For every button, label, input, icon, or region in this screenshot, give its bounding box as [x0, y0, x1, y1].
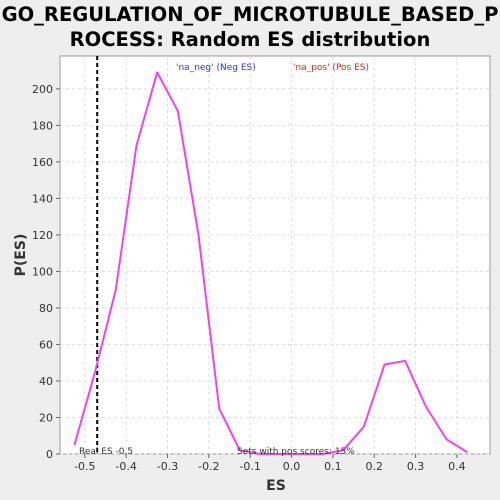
grid-lines: [60, 56, 490, 455]
x-tick-label: -0.3: [157, 460, 178, 473]
x-tick-label: -0.1: [239, 460, 260, 473]
x-axis-ticks: -0.5 -0.4 -0.3 -0.2 -0.1 0.0 0.1 0.2 0.3 0.4: [74, 454, 466, 473]
y-tick-label: 80: [39, 302, 53, 315]
es-distribution-line: [73, 71, 468, 455]
x-tick-label: 0.1: [324, 460, 342, 473]
y-tick-label: 0: [46, 448, 53, 461]
x-tick-label: -0.2: [198, 460, 219, 473]
plot-area: [59, 55, 491, 455]
chart-title-line-2: ROCESS: Random ES distribution: [69, 28, 431, 51]
y-axis-label: P(ES): [13, 234, 29, 277]
chart-title: GO_REGULATION_OF_MICROTUBULE_BASED_P ROC…: [0, 2, 500, 52]
y-axis-ticks: 0 20 40 60 80 100 120 140 160 180 200: [32, 83, 60, 461]
y-tick-label: 180: [32, 119, 53, 132]
pos-scores-annotation: Sets with pos scores: 15%: [237, 447, 355, 457]
legend-neg-es: 'na_neg' (Neg ES): [176, 63, 256, 73]
y-tick-label: 140: [32, 192, 53, 205]
x-tick-label: -0.4: [115, 460, 136, 473]
y-tick-label: 160: [32, 156, 53, 169]
chart-title-line-1: GO_REGULATION_OF_MICROTUBULE_BASED_P: [1, 3, 499, 26]
x-tick-label: -0.5: [74, 460, 95, 473]
y-tick-label: 100: [32, 265, 53, 278]
x-tick-label: 0.2: [365, 460, 383, 473]
legend-pos-es: 'na_pos' (Pos ES): [293, 63, 369, 73]
x-tick-label: 0.0: [283, 460, 301, 473]
y-tick-label: 20: [39, 411, 53, 424]
y-tick-label: 40: [39, 375, 53, 388]
y-tick-label: 60: [39, 338, 53, 351]
y-tick-label: 120: [32, 229, 53, 242]
x-tick-label: 0.4: [448, 460, 466, 473]
y-tick-label: 200: [32, 83, 53, 96]
x-axis-label: ES: [266, 478, 286, 494]
series-layer: [73, 71, 468, 455]
x-tick-label: 0.3: [407, 460, 425, 473]
real-es-label: Real ES -0.5: [79, 447, 133, 457]
